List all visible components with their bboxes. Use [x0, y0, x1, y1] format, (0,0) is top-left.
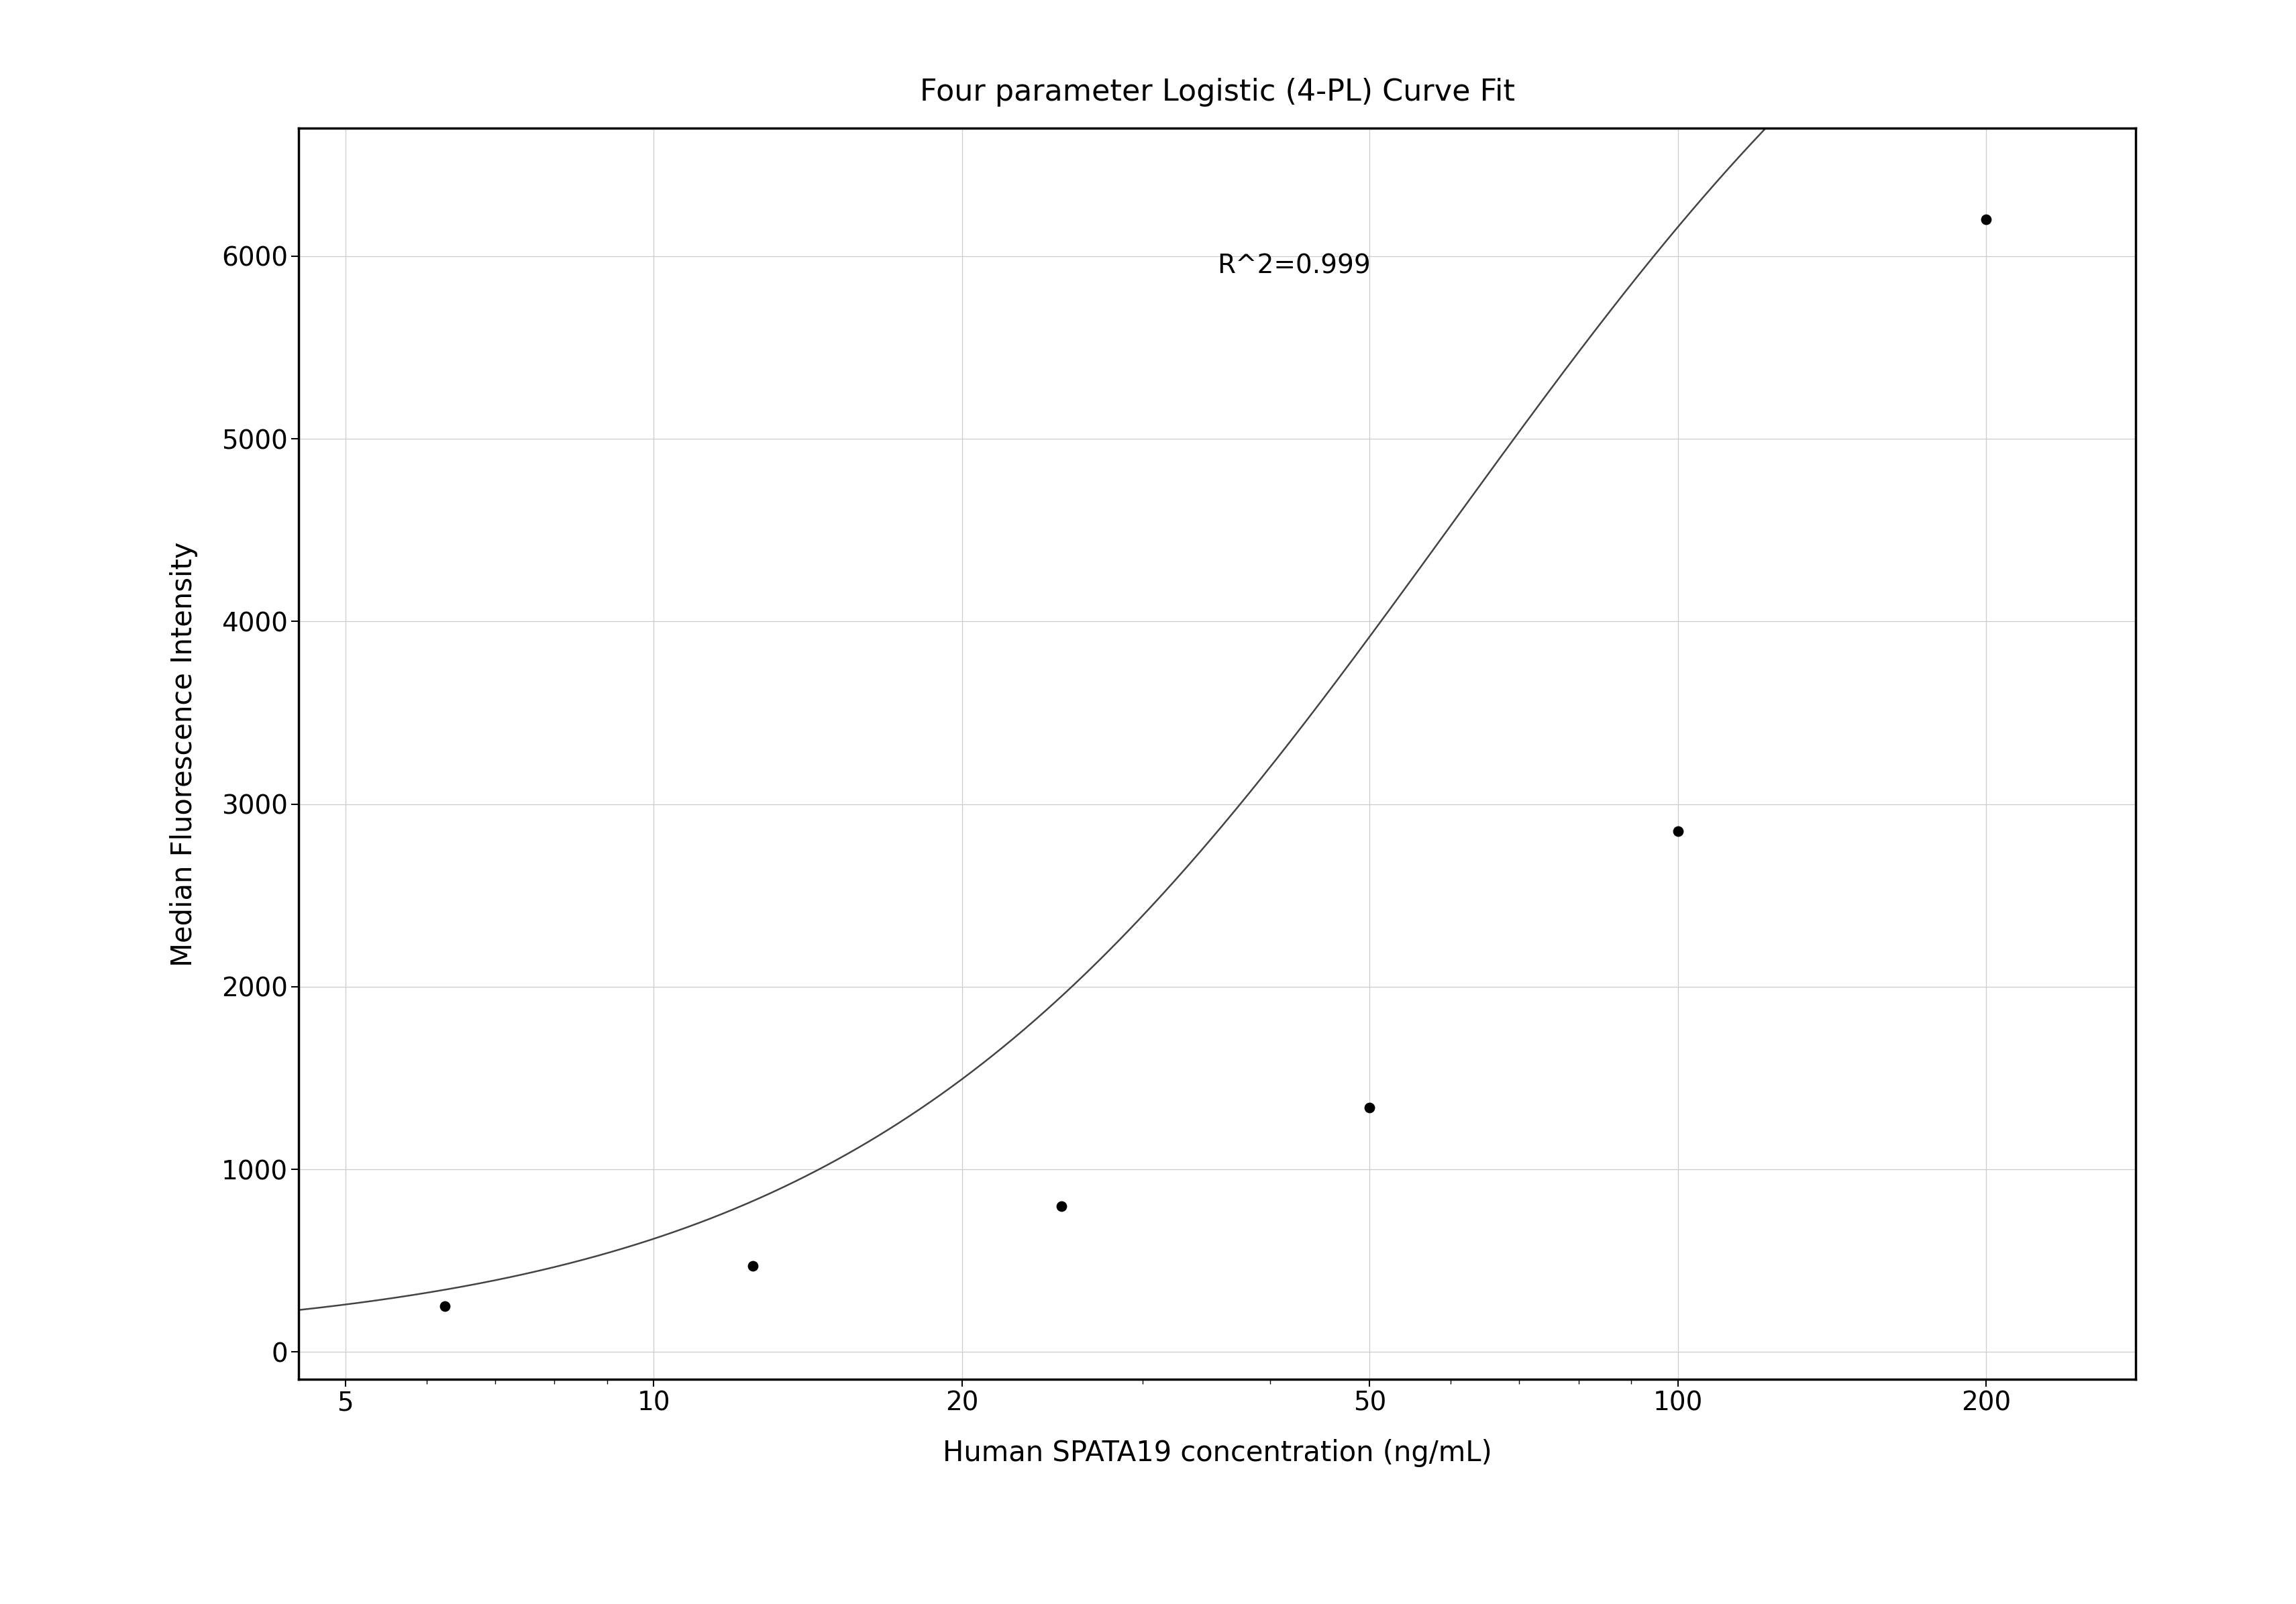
Point: [1968, 207, 2004, 233]
Y-axis label: Median Fluorescence Intensity: Median Fluorescence Intensity: [170, 542, 197, 966]
Point: [427, 1293, 464, 1318]
Point: [1042, 1193, 1079, 1219]
Text: R^2=0.999: R^2=0.999: [1217, 253, 1371, 279]
Point: [1660, 818, 1697, 844]
X-axis label: Human SPATA19 concentration (ng/mL): Human SPATA19 concentration (ng/mL): [941, 1439, 1492, 1468]
Title: Four parameter Logistic (4-PL) Curve Fit: Four parameter Logistic (4-PL) Curve Fit: [918, 77, 1515, 106]
Point: [735, 1253, 771, 1278]
Point: [1350, 1094, 1387, 1120]
